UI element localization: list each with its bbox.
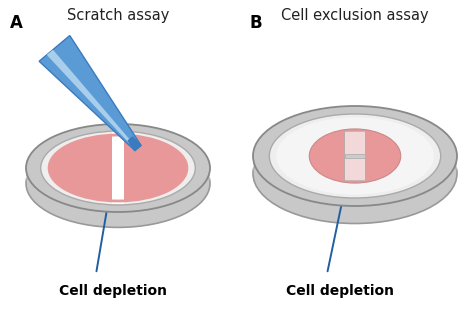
Ellipse shape	[309, 129, 401, 183]
Ellipse shape	[253, 124, 457, 223]
Ellipse shape	[253, 106, 457, 206]
Ellipse shape	[26, 139, 210, 227]
Ellipse shape	[276, 117, 434, 195]
Polygon shape	[132, 125, 210, 183]
Text: A: A	[10, 14, 23, 32]
Ellipse shape	[47, 134, 189, 202]
Text: Cell exclusion assay: Cell exclusion assay	[281, 8, 429, 23]
Polygon shape	[128, 137, 141, 151]
Text: B: B	[250, 14, 263, 32]
Polygon shape	[112, 132, 124, 204]
Polygon shape	[345, 154, 365, 158]
Polygon shape	[39, 36, 141, 151]
Ellipse shape	[49, 135, 187, 201]
Text: Cell depletion: Cell depletion	[286, 284, 394, 298]
Text: Cell depletion: Cell depletion	[59, 284, 167, 298]
Polygon shape	[253, 107, 339, 173]
Ellipse shape	[41, 131, 195, 205]
Polygon shape	[26, 125, 104, 183]
Ellipse shape	[26, 124, 210, 212]
Ellipse shape	[269, 114, 441, 198]
Polygon shape	[371, 107, 457, 173]
Polygon shape	[47, 50, 137, 150]
FancyBboxPatch shape	[345, 131, 365, 181]
Text: Scratch assay: Scratch assay	[67, 8, 169, 23]
